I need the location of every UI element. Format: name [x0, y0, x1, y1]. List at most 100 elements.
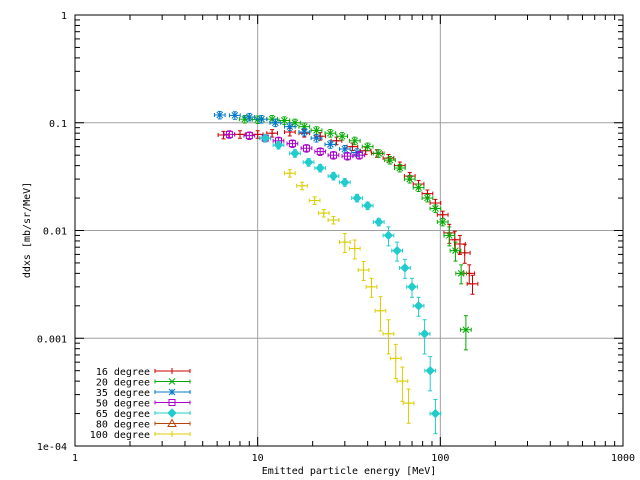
cross-marker — [168, 378, 176, 385]
data-point — [314, 147, 327, 156]
diamond-marker — [260, 133, 270, 143]
legend-item: 80 degree — [96, 418, 191, 431]
data-point — [348, 136, 361, 146]
data-point — [460, 315, 472, 351]
data-point — [289, 118, 301, 128]
data-point — [338, 144, 351, 154]
data-point — [338, 177, 351, 188]
diamond-marker — [392, 245, 402, 256]
square-marker — [329, 151, 337, 159]
x-tick-label: 10 — [252, 453, 264, 464]
plus-marker — [349, 143, 356, 150]
diamond-marker — [352, 193, 362, 203]
data-point — [255, 115, 268, 124]
diamond-marker — [290, 148, 300, 159]
y-tick-label: 1e-04 — [37, 442, 67, 453]
legend-label: 50 degree — [96, 399, 150, 410]
data-point — [338, 233, 351, 254]
legend-item: 20 degree — [96, 378, 191, 389]
diamond-marker — [303, 157, 314, 167]
data-point — [213, 110, 226, 120]
data-point — [372, 217, 385, 227]
diamond-marker — [425, 365, 435, 376]
cross-marker — [291, 119, 299, 127]
data-point — [455, 264, 468, 285]
y-tick-label: 1 — [61, 11, 67, 22]
data-point — [353, 151, 366, 160]
data-point — [403, 174, 416, 184]
data-point — [348, 239, 361, 260]
data-point — [283, 169, 296, 178]
data-point — [289, 148, 301, 159]
square-marker — [355, 151, 363, 159]
cross-marker — [281, 117, 288, 124]
plus-marker — [461, 249, 468, 256]
x-tick-label: 1 — [72, 453, 78, 464]
plus-marker — [368, 283, 375, 290]
plus-marker — [377, 307, 384, 314]
data-point — [310, 134, 323, 143]
square-marker — [245, 132, 253, 140]
data-point — [443, 226, 456, 247]
data-point — [283, 122, 296, 132]
legend-label: 35 degree — [96, 388, 150, 399]
data-point — [412, 296, 425, 317]
data-point — [228, 111, 241, 120]
cross-marker — [338, 132, 346, 140]
star-marker — [231, 112, 239, 119]
star-marker — [272, 119, 279, 127]
plus-marker — [466, 270, 473, 277]
diamond-marker — [315, 163, 325, 173]
data-point — [424, 356, 437, 392]
data-point — [463, 264, 476, 285]
data-point — [327, 215, 340, 225]
data-point — [429, 204, 442, 213]
data-point — [382, 226, 395, 247]
plus-marker — [299, 182, 306, 189]
legend-item: 65 degree — [96, 408, 191, 420]
data-point — [399, 258, 411, 279]
legend-label: 80 degree — [96, 420, 150, 431]
diamond-marker — [374, 217, 384, 227]
data-point — [269, 118, 282, 128]
data-point — [286, 139, 299, 149]
data-point — [346, 142, 359, 152]
legend-item: 16 degree — [96, 367, 191, 378]
grid — [75, 15, 623, 446]
data-point — [308, 196, 321, 205]
data-point — [314, 163, 327, 173]
square-marker — [168, 399, 176, 406]
plus-marker — [341, 239, 348, 246]
cross-marker — [439, 218, 447, 226]
star-marker — [168, 388, 176, 396]
plus-marker — [254, 131, 261, 138]
cross-marker — [396, 164, 404, 172]
y-tick-label: 0.1 — [49, 119, 67, 130]
plus-marker — [236, 131, 243, 138]
plus-marker — [456, 240, 463, 247]
data-point — [324, 140, 337, 149]
cross-marker — [424, 194, 431, 202]
x-tick-label: 100 — [431, 453, 449, 464]
cross-marker — [375, 149, 383, 157]
data-point — [406, 277, 418, 298]
plus-marker — [169, 368, 175, 374]
legend-label: 16 degree — [96, 367, 150, 378]
star-marker — [341, 145, 349, 153]
plus-marker — [330, 217, 337, 224]
legend-item: 100 degree — [90, 430, 191, 441]
data-point — [466, 274, 479, 295]
data-point — [421, 193, 434, 203]
data-point — [361, 142, 374, 152]
series-group — [213, 110, 479, 435]
star-marker — [286, 123, 294, 131]
cross-marker — [351, 137, 359, 145]
diamond-marker — [413, 301, 424, 311]
diamond-marker — [328, 171, 339, 181]
data-point — [449, 241, 462, 262]
plus-marker — [360, 266, 367, 273]
series-20-degree — [238, 115, 472, 351]
data-point — [412, 183, 425, 193]
plus-marker — [169, 431, 175, 437]
square-marker — [316, 148, 324, 156]
